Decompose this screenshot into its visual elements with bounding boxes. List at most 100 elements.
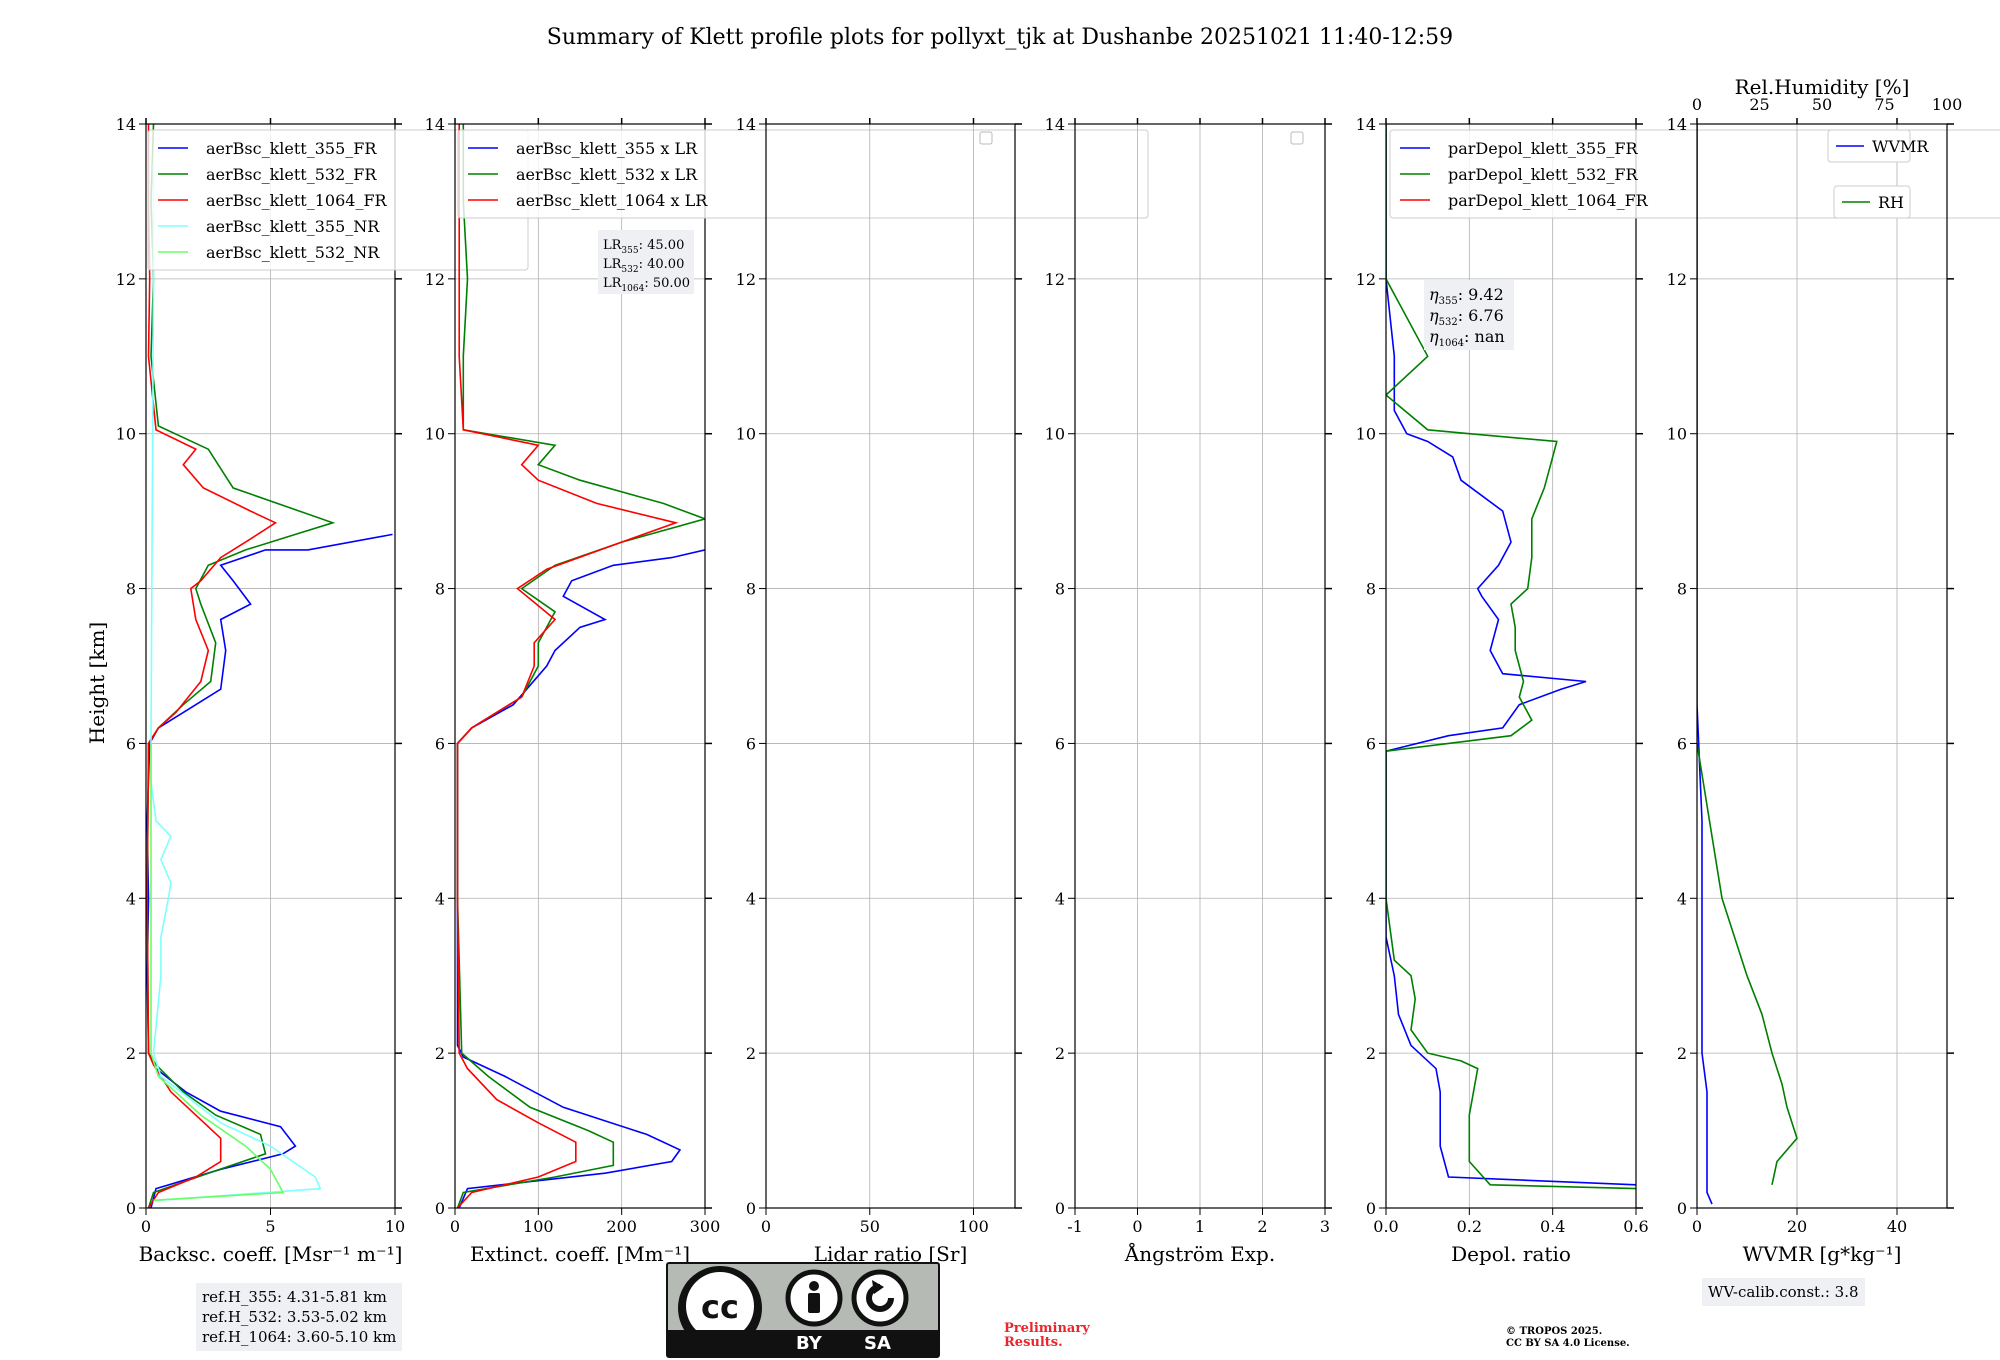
y-tick-label: 4	[435, 889, 445, 908]
series-line-aerBsc_klett_532 x LR	[456, 124, 705, 1208]
x-tick-label: 3	[1320, 1217, 1330, 1236]
top-x-tick-label: 25	[1749, 95, 1769, 114]
legend-label: RH	[1878, 193, 1904, 212]
reference-height-box: ref.H_355: 4.31-5.81 km ref.H_532: 3.53-…	[196, 1283, 403, 1351]
x-tick-label: 100	[958, 1217, 989, 1236]
x-axis-label: Backsc. coeff. [Msr⁻¹ m⁻¹]	[139, 1242, 403, 1266]
eta-line-532: η532: 6.76	[1429, 306, 1504, 328]
series-line-parDepol_klett_355_FR	[1386, 124, 1636, 1186]
y-tick-label: 0	[746, 1199, 756, 1218]
y-tick-label: 0	[1677, 1199, 1687, 1218]
series-line-aerBsc_klett_1064_FR	[146, 124, 278, 1208]
copyright-line-2: CC BY SA 4.0 License.	[1506, 1338, 1630, 1349]
legend-box	[457, 129, 1149, 219]
x-tick-label: 20	[1787, 1217, 1807, 1236]
legend-box	[1290, 131, 1304, 145]
panel-bsc: 0 5 10 0 2 4 6 8 10 12 14 Backsc. coeff. [Msr⁻¹ m⁻¹…	[116, 115, 529, 1266]
y-tick-label: 6	[746, 734, 756, 753]
legend-label: aerBsc_klett_532 x LR	[516, 165, 698, 184]
x-tick-label: 1	[1195, 1217, 1205, 1236]
x-tick-label: 0.2	[1457, 1217, 1482, 1236]
x-tick-label: 10	[385, 1217, 405, 1236]
legend-box	[1833, 185, 1911, 219]
lr-line-532: LR532: 40.00	[603, 257, 684, 275]
y-tick-label: 10	[736, 425, 756, 444]
y-tick-label: 14	[1045, 115, 1065, 134]
y-tick-label: 12	[1667, 270, 1687, 289]
copyright-line-1: © TROPOS 2025.	[1506, 1326, 1603, 1337]
y-tick-label: 4	[746, 889, 756, 908]
y-tick-label: 2	[746, 1044, 756, 1063]
y-tick-label: 8	[1366, 580, 1376, 599]
y-tick-label: 2	[126, 1044, 136, 1063]
series-line-aerBsc_klett_532_NR	[150, 743, 285, 1202]
x-tick-label: 0	[1132, 1217, 1142, 1236]
x-tick-label: 200	[606, 1217, 637, 1236]
y-tick-label: 8	[435, 580, 445, 599]
y-tick-label: 6	[1366, 734, 1376, 753]
y-tick-label: 6	[1055, 734, 1065, 753]
x-tick-label: 100	[523, 1217, 554, 1236]
legend-label: aerBsc_klett_1064_FR	[206, 191, 388, 210]
series-line-aerBsc_klett_355_NR	[150, 162, 322, 1202]
wv-calibration-box: WV-calib.const.: 3.8	[1702, 1278, 1865, 1306]
preliminary-results-label: Preliminary Results.	[1004, 1322, 1090, 1350]
y-tick-label: 2	[1055, 1044, 1065, 1063]
y-tick-label: 6	[435, 734, 445, 753]
y-tick-label: 12	[1356, 270, 1376, 289]
x-axis-label: Ångström Exp.	[1124, 1241, 1275, 1266]
eta-line-1064: η1064: nan	[1429, 327, 1505, 349]
copyright-label: © TROPOS 2025. CC BY SA 4.0 License.	[1506, 1326, 1630, 1350]
cc-license-badge: cc BY SA	[666, 1262, 940, 1358]
y-tick-label: 2	[1677, 1044, 1687, 1063]
y-tick-label: 4	[1055, 889, 1065, 908]
top-x-tick-label: 0	[1692, 95, 1702, 114]
legend-label: aerBsc_klett_532_NR	[206, 243, 380, 262]
series-line-parDepol_klett_532_FR	[1386, 124, 1636, 1190]
x-tick-label: 0.0	[1373, 1217, 1398, 1236]
legend-label: aerBsc_klett_355_NR	[206, 217, 380, 236]
y-tick-label: 12	[1045, 270, 1065, 289]
y-tick-label: 8	[1055, 580, 1065, 599]
x-tick-label: 0	[450, 1217, 460, 1236]
cc-by-label: BY	[796, 1333, 822, 1354]
y-tick-label: 14	[1356, 115, 1376, 134]
y-tick-label: 0	[126, 1199, 136, 1218]
x-tick-label: 300	[690, 1217, 721, 1236]
panel-wv: 0 20 40 0 25 50 75 100 Rel.Humidity [%] 0 2 4 6 8 10 12…	[1667, 75, 1963, 1266]
y-tick-label: 4	[1366, 889, 1376, 908]
y-tick-label: 6	[126, 734, 136, 753]
legend-box	[1827, 129, 1911, 163]
legend-label: aerBsc_klett_355 x LR	[516, 139, 698, 158]
y-tick-label: 14	[1667, 115, 1687, 134]
eta-line-355: η355: 9.42	[1429, 285, 1504, 307]
series-line-aerBsc_klett_1064 x LR	[456, 124, 679, 1208]
y-tick-label: 10	[1045, 425, 1065, 444]
axes-frame	[765, 123, 1016, 1209]
x-tick-label: 50	[860, 1217, 880, 1236]
axes-frame	[1385, 123, 1637, 1209]
top-x-tick-label: 100	[1932, 95, 1963, 114]
x-tick-label: 0	[761, 1217, 771, 1236]
legend-label: parDepol_klett_355_FR	[1448, 139, 1639, 158]
y-tick-label: 10	[1356, 425, 1376, 444]
x-tick-label: 40	[1887, 1217, 1907, 1236]
y-tick-label: 8	[1677, 580, 1687, 599]
series-line-aerBsc_klett_355_FR	[146, 533, 393, 1208]
legend-label: parDepol_klett_532_FR	[1448, 165, 1639, 184]
y-tick-label: 14	[116, 115, 136, 134]
y-tick-label: 4	[1677, 889, 1687, 908]
y-tick-label: 14	[425, 115, 445, 134]
preliminary-line-1: Preliminary	[1004, 1321, 1090, 1336]
y-tick-label: 10	[116, 425, 136, 444]
x-tick-label: 0	[1692, 1217, 1702, 1236]
legend-box	[979, 131, 993, 145]
x-tick-label: 5	[265, 1217, 275, 1236]
cc-badge-band	[668, 1330, 938, 1356]
y-tick-label: 0	[1366, 1199, 1376, 1218]
y-tick-label: 12	[116, 270, 136, 289]
y-tick-label: 14	[736, 115, 756, 134]
